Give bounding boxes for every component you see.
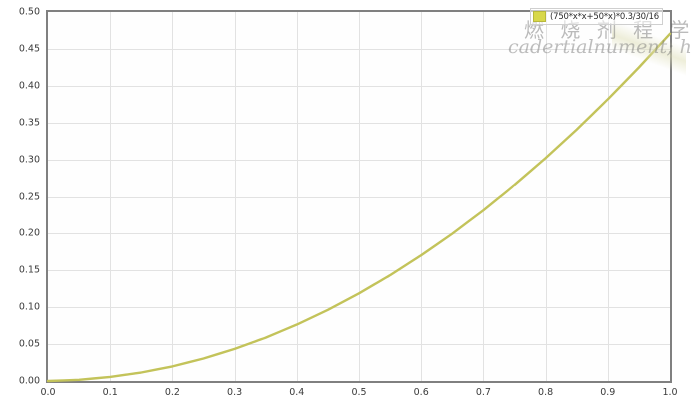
series-curve-line (46, 32, 672, 383)
x-tick-label: 0.2 (164, 387, 180, 398)
y-tick-label: 0.25 (18, 190, 40, 202)
y-tick-label: 0.10 (18, 301, 40, 313)
y-tick-label: 0.15 (18, 264, 40, 276)
y-tick-label: 0.30 (18, 153, 40, 165)
x-tick-label: 0.3 (227, 387, 243, 398)
gridline-vertical (296, 12, 298, 381)
gridline-vertical (359, 12, 360, 381)
x-tick-label: 0.7 (475, 387, 491, 398)
x-tick-label: 0.8 (538, 387, 554, 398)
gridline-vertical (234, 12, 236, 381)
y-tick-label: 0.05 (18, 338, 40, 350)
curve-svg (46, 32, 672, 383)
x-tick-label: 0.0 (40, 387, 56, 398)
legend-box[interactable]: (750*x*x+50*x)*0.3/30/16 (530, 8, 663, 25)
gridline-vertical (607, 12, 609, 381)
y-tick-label: 0.45 (18, 43, 40, 55)
y-tick-label: 0.50 (18, 6, 40, 18)
x-tick-label: 1.0 (662, 387, 678, 398)
gridline-vertical (421, 12, 423, 381)
x-tick-label: 0.9 (600, 387, 616, 398)
x-tick-label: 0.5 (351, 387, 367, 398)
x-tick-label: 0.4 (289, 387, 305, 398)
y-tick-label: 0.35 (18, 116, 40, 128)
x-tick-label: 0.6 (413, 387, 429, 398)
gridline-vertical (110, 12, 112, 381)
gridline-vertical (545, 12, 547, 381)
y-tick-label: 0.40 (18, 80, 40, 92)
legend-color-swatch-icon (533, 11, 546, 22)
gridline-vertical (483, 12, 485, 381)
y-tick-label: 0.00 (18, 375, 40, 387)
legend-series-label: (750*x*x+50*x)*0.3/30/16 (550, 11, 659, 22)
x-tick-label: 0.1 (102, 387, 118, 398)
plot-area (46, 10, 672, 383)
gridline-vertical (172, 12, 174, 381)
y-tick-label: 0.20 (18, 227, 40, 239)
